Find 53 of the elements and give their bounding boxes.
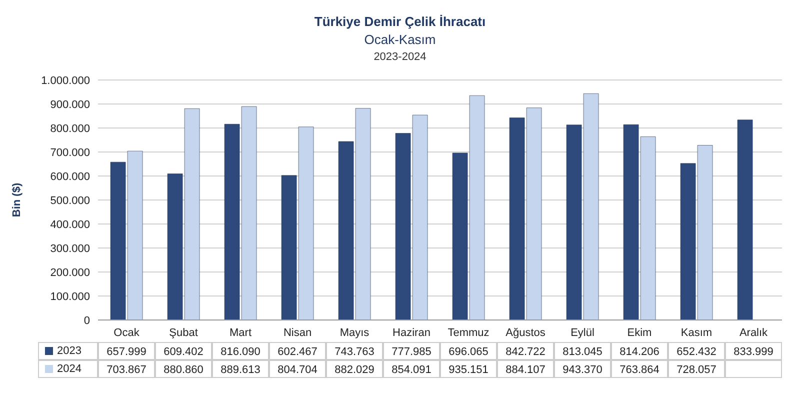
data-label: 813.045	[554, 342, 611, 360]
x-tick-label: Kasım	[680, 326, 712, 339]
data-label: 804.704	[269, 360, 326, 378]
data-label: 935.151	[440, 360, 497, 378]
x-tick-label: Haziran	[392, 326, 430, 339]
data-label: 833.999	[725, 342, 782, 360]
x-tick-label: Ekim	[627, 326, 652, 339]
y-tick-label: 300.000	[50, 242, 90, 255]
data-label: 777.985	[383, 342, 440, 360]
chart-subtitle: Ocak-Kasım	[363, 32, 437, 47]
x-tick-label: Aralık	[739, 326, 768, 339]
x-tick-label: Mart	[230, 326, 252, 339]
bar	[737, 120, 753, 320]
data-label: 696.065	[440, 342, 497, 360]
y-tick-label: 500.000	[50, 194, 90, 207]
text: 2023-2024	[372, 51, 428, 63]
y-tick-label: 0	[84, 314, 90, 327]
y-tick-label: 900.000	[50, 98, 90, 111]
data-label: 743.763	[326, 342, 383, 360]
chart-title: Türkiye Demir Çelik İhracatı	[313, 13, 487, 29]
y-axis-title: Bin ($)	[10, 182, 23, 218]
y-tick-label: 800.000	[50, 122, 90, 135]
y-tick-label: 100.000	[50, 290, 90, 303]
data-label: 854.091	[383, 360, 440, 378]
data-label: 609.402	[155, 342, 212, 360]
data-label: 703.867	[98, 360, 155, 378]
data-label: 814.206	[611, 342, 668, 360]
data-label: 816.090	[212, 342, 269, 360]
data-label: 943.370	[554, 360, 611, 378]
x-tick-label: Mayıs	[340, 326, 370, 339]
data-label: 880.860	[155, 360, 212, 378]
data-label: 652.432	[668, 342, 725, 360]
legend-label: 2023	[57, 345, 82, 357]
data-label: 889.613	[212, 360, 269, 378]
y-tick-label: 400.000	[50, 218, 90, 231]
data-label: 842.722	[497, 342, 554, 360]
data-label: 884.107	[497, 360, 554, 378]
x-tick-label: Ağustos	[506, 326, 546, 339]
x-tick-label: Eylül	[570, 326, 594, 339]
data-label: 728.057	[668, 360, 725, 378]
x-tick-label: Şubat	[169, 326, 198, 339]
data-label: 657.999	[98, 342, 155, 360]
y-tick-label: 700.000	[50, 146, 90, 159]
y-tick-label: 200.000	[50, 266, 90, 279]
data-label: 763.864	[611, 360, 668, 378]
x-tick-label: Nisan	[283, 326, 312, 339]
data-label: 602.467	[269, 342, 326, 360]
x-tick-label: Ocak	[114, 326, 140, 339]
y-tick-label: 600.000	[50, 170, 90, 183]
legend-label: 2024	[57, 363, 82, 375]
x-tick-label: Temmuz	[448, 326, 490, 339]
y-tick-label: 1.000.000	[41, 74, 90, 87]
data-label: 882.029	[326, 360, 383, 378]
